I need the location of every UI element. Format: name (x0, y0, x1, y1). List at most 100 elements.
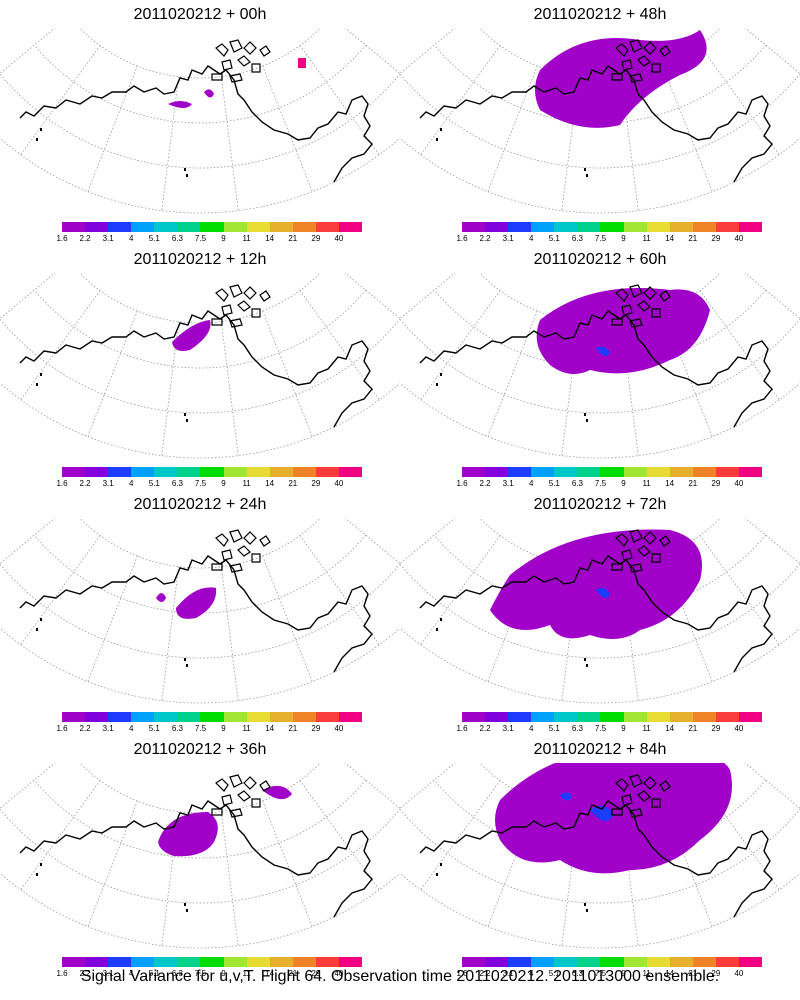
polar-map (400, 28, 800, 214)
colorbar-swatch (715, 222, 739, 232)
colorbar-label: 40 (334, 234, 344, 243)
island-speck (586, 419, 588, 422)
meridian-line (299, 290, 380, 400)
latitude-line (400, 808, 800, 904)
forecast-panel: 2011020212 + 36h 1.6 2.2 3.1 4 5.1 6.3 7.5 9 11 14… (0, 735, 400, 980)
arctic-islands (611, 529, 671, 573)
forecast-panel: 2011020212 + 72h 1.6 2.2 3.1 4 5.1 6.3 7.5 9 11 14… (400, 490, 800, 735)
colorbar-label: 4 (128, 969, 134, 978)
arctic-islands (611, 284, 671, 328)
colorbar-swatch (485, 467, 509, 477)
colorbar-label: 29 (711, 234, 721, 243)
colorbar (62, 222, 363, 232)
colorbar-label: 7.5 (594, 479, 607, 488)
polar-map (400, 273, 800, 459)
latitude-line (79, 518, 321, 569)
colorbar-label: 1.6 (456, 479, 468, 488)
island-speck (586, 174, 588, 177)
arctic-islands (211, 284, 271, 328)
colorbar-label: 9 (221, 724, 226, 733)
meridian-line (87, 310, 138, 437)
colorbar-label: 14 (265, 234, 275, 243)
colorbar-label: 11 (242, 969, 251, 978)
meridian-line (161, 566, 180, 701)
colorbar-swatch (669, 467, 693, 477)
colorbar-labels: 1.6 2.2 3.1 4 5.1 6.3 7.5 9 11 14 21 29 40 (456, 724, 762, 734)
variance-field (176, 587, 217, 619)
colorbar-swatch (200, 467, 224, 477)
colorbar-label: 4 (528, 724, 534, 733)
colorbar-swatch (62, 222, 86, 232)
colorbar-label: 6.3 (571, 234, 583, 243)
colorbar-swatch (292, 957, 316, 967)
latitude-line (34, 44, 366, 124)
forecast-panel: 2011020212 + 60h 1.6 2.2 3.1 4 5.1 6.3 7.5 9 11 14… (400, 245, 800, 490)
colorbar-label: 21 (288, 969, 298, 978)
polar-map (400, 763, 800, 949)
forecast-panel: 2011020212 + 84h 1.6 2.2 3.1 4 5.1 6.3 7.5 9 11 14… (400, 735, 800, 980)
colorbar-label: 29 (711, 969, 721, 978)
colorbar-swatch (646, 467, 670, 477)
forecast-panel: 2011020212 + 12h 1.6 2.2 3.1 4 5.1 6.3 7.5 9 11 14… (0, 245, 400, 490)
colorbar-swatch (715, 957, 739, 967)
meridian-line (87, 65, 138, 192)
colorbar-swatch (577, 222, 601, 232)
colorbar-swatch (292, 467, 316, 477)
colorbar-label: 29 (711, 724, 721, 733)
colorbar-label: 3.1 (102, 479, 114, 488)
colorbar-label: 14 (265, 479, 275, 488)
colorbar-label: 21 (688, 234, 698, 243)
meridian-line (487, 310, 538, 437)
coastline (19, 310, 373, 428)
colorbar-swatch (154, 467, 178, 477)
meridian-line (344, 273, 400, 319)
panel-title: 2011020212 + 60h (533, 251, 667, 268)
coastline (19, 65, 373, 183)
meridian-line (420, 535, 501, 645)
variance-field (298, 58, 306, 68)
colorbar-swatch (269, 712, 293, 722)
colorbar-label: 5.1 (148, 234, 160, 243)
meridian-line (299, 45, 380, 155)
meridian-line (400, 273, 456, 319)
meridian-line (744, 273, 800, 319)
coastline (419, 555, 773, 673)
colorbar-swatch (131, 957, 155, 967)
colorbar-swatch (485, 957, 509, 967)
colorbar-swatch (154, 222, 178, 232)
colorbar-label: 9 (621, 724, 626, 733)
latitude-line (400, 73, 800, 169)
colorbar-swatch (577, 712, 601, 722)
latitude-line (0, 382, 400, 459)
colorbar-label: 3.1 (102, 969, 114, 978)
colorbar-label: 2.2 (479, 234, 491, 243)
colorbar-swatch (246, 222, 270, 232)
colorbar-label: 11 (642, 969, 651, 978)
colorbar-swatch (646, 957, 670, 967)
forecast-panel: 2011020212 + 48h 1.6 2.2 3.1 4 5.1 6.3 7.5 9 11 14… (400, 0, 800, 245)
colorbar-label: 29 (311, 969, 321, 978)
panel-title: 2011020212 + 48h (533, 6, 667, 23)
forecast-panel: 2011020212 + 00h 1.6 2.2 3.1 4 5.1 6.3 7.5 9 11 14… (0, 0, 400, 245)
meridian-line (400, 28, 456, 74)
colorbar-swatch (338, 222, 363, 232)
variance-field (560, 792, 572, 801)
latitude-line (79, 273, 321, 324)
colorbar-labels: 1.6 2.2 3.1 4 5.1 6.3 7.5 9 11 14 21 29 40 (456, 969, 762, 979)
colorbar-swatch (508, 712, 532, 722)
meridian-line (0, 518, 56, 564)
colorbar-swatch (462, 712, 486, 722)
colorbar-label: 1.6 (456, 234, 468, 243)
colorbar-label: 11 (642, 724, 651, 733)
colorbar-swatch (715, 467, 739, 477)
colorbar-label: 40 (334, 969, 344, 978)
colorbar-swatch (531, 467, 555, 477)
colorbar-label: 1.6 (456, 724, 468, 733)
colorbar-label: 4 (128, 479, 134, 488)
colorbar-label: 4 (528, 234, 534, 243)
island-speck (440, 128, 442, 131)
meridian-line (420, 780, 501, 890)
latitude-line (0, 872, 400, 949)
island-speck (440, 863, 442, 866)
colorbar-swatch (577, 957, 601, 967)
